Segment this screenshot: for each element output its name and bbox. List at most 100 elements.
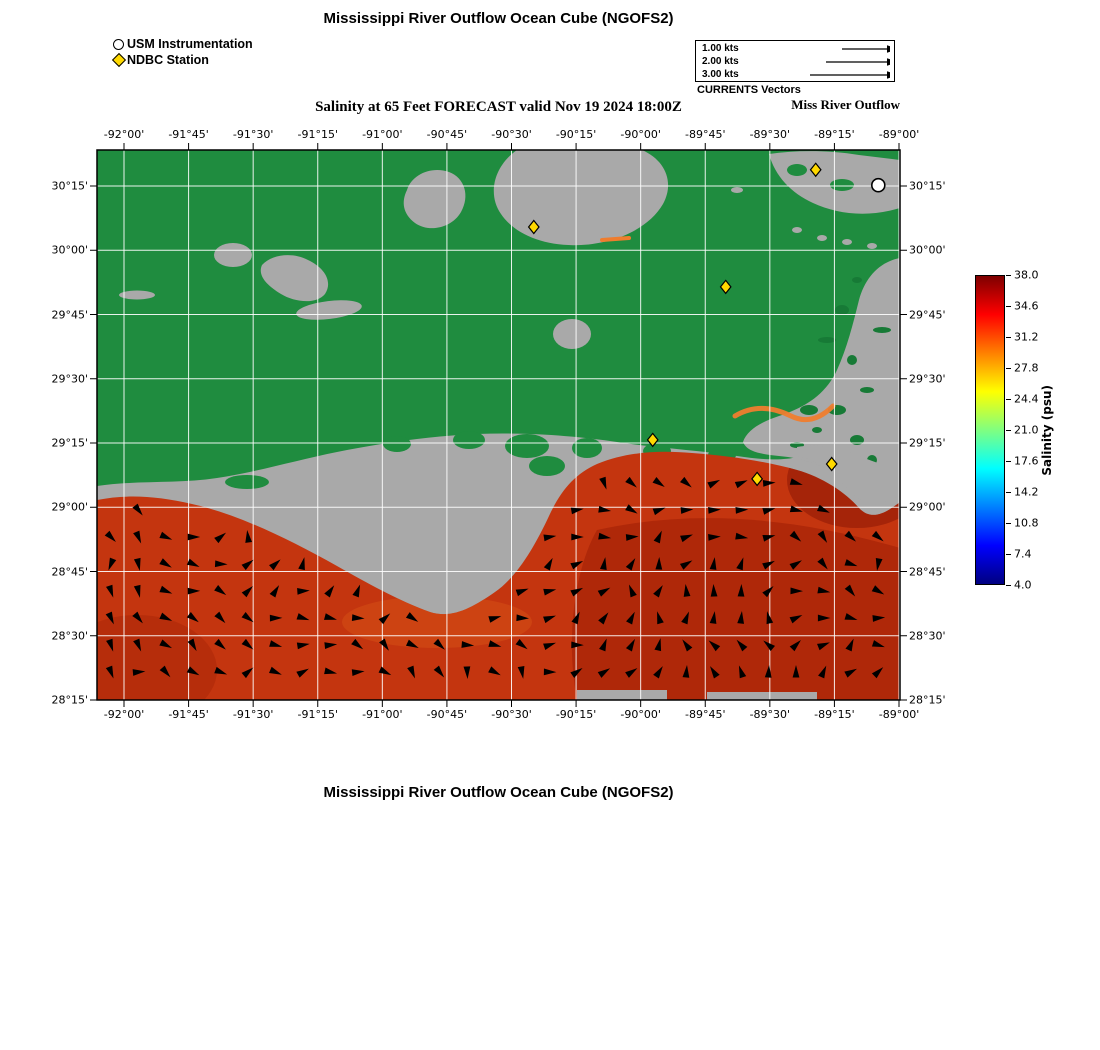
lat-tick-label-right: 28°45' [909,565,946,578]
lon-tick-label-bottom: -91°30' [232,708,274,721]
current-vector [628,584,637,598]
colorbar-tick-label: 14.2 [1014,485,1039,499]
current-vector [379,638,389,651]
lat-tick-label-left: 29°30' [51,372,88,386]
current-vector [625,558,636,571]
current-vector [214,560,228,568]
usm-circle-icon [110,37,127,51]
lon-tick-label-bottom: -89°45' [685,708,726,721]
current-vector [241,611,254,623]
marsh-patch [847,355,857,365]
marsh-patch [860,387,874,393]
vector-scale-row-2: 2.00 kts [702,55,890,68]
marsh-patch [812,427,822,433]
current-vector [738,665,747,679]
current-vector [324,613,337,620]
lat-tick-label-right: 29°15' [909,436,946,450]
current-vector [599,557,607,570]
ndbc-diamond-icon [110,52,127,68]
current-vector [708,533,721,541]
current-vector [543,534,557,542]
colorbar-tickmark [1006,275,1011,276]
lon-tick-label-bottom: -90°00' [620,708,661,721]
current-vector [241,667,254,679]
lon-tick-label-bottom: -90°30' [491,708,532,721]
small-island [214,243,252,267]
current-vector [626,611,635,625]
current-vector [762,560,775,570]
vector-scale-row-1: 1.00 kts [702,42,890,55]
current-vector [625,668,638,678]
current-vector [570,561,584,570]
current-vector [214,638,226,650]
map-plot [90,143,907,707]
legend-item-usm: USM Instrumentation [110,36,253,52]
lat-tick-label-left: 28°15' [51,693,88,707]
current-vector [709,611,717,624]
current-vector [844,584,856,597]
lon-tick-label-bottom: -91°15' [297,708,339,721]
ndbc-station-marker [751,471,764,487]
river-plume [732,403,836,423]
current-vector [736,639,748,652]
current-vector [680,507,694,514]
current-vector [625,638,635,652]
river-delta [797,445,900,503]
current-vector [296,642,310,650]
current-vector [817,504,830,513]
bottom-mask [707,692,817,700]
current-vector [269,614,283,622]
round-island [403,170,466,229]
current-vector [845,638,854,652]
current-vector [789,530,802,542]
colorbar-tick-label: 31.2 [1014,330,1039,344]
marsh-patch [852,277,862,283]
current-vector [433,638,445,650]
current-vector [625,534,639,541]
vector-scale-label-2: 2.00 kts [702,56,739,67]
lon-tick-label-bottom: -91°00' [362,708,403,721]
current-vector [571,533,584,541]
current-vector [875,557,883,571]
current-vector [792,665,800,678]
current-vector [543,668,557,676]
axis-ticks [90,143,907,707]
lat-tick-label-left: 28°30' [51,629,88,643]
marsh-patch [835,305,849,315]
current-vector [132,611,143,624]
current-vector [871,530,884,542]
colorbar-tick-label: 4.0 [1014,578,1032,592]
colorbar-tickmark [1006,492,1011,493]
current-vector [597,587,611,597]
current-vector [571,641,584,649]
current-vector [187,587,201,595]
grid-lines [97,150,900,700]
marsh-patch [818,337,836,343]
lat-tick-label-right: 29°30' [909,372,946,386]
colorbar-title-text: Salinity (psu) [1040,384,1054,476]
current-vector [789,505,803,513]
current-vector [652,507,666,516]
current-vector [543,615,556,624]
marsh-patch [800,405,818,415]
current-vector [214,666,228,675]
barrier-islet [867,243,877,249]
current-vector [762,586,774,598]
lon-tick-label-top: -91°30' [232,128,274,141]
current-vector [159,665,171,678]
current-vector [790,587,803,595]
legend-item-ndbc: NDBC Station [110,52,253,68]
vector-scale-arrow-2 [826,57,890,66]
colorbar [975,275,1005,585]
current-vector [737,611,745,624]
current-vector [653,666,663,679]
current-vector [683,584,691,597]
current-vector [763,640,775,652]
current-vector [515,638,528,650]
ndbc-station-marker [646,432,659,448]
river-plume-small [600,236,631,242]
marsh-patch [873,327,891,333]
current-vector [214,585,227,596]
current-vector [351,614,365,622]
current-vector [133,530,142,544]
